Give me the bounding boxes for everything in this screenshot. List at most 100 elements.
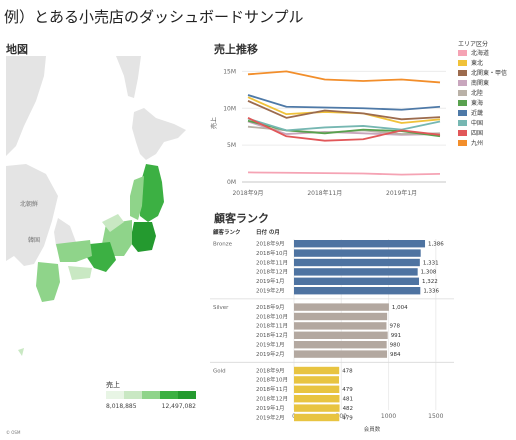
month-label: 2018年10月 — [256, 376, 288, 384]
y-tick-label: 5M — [227, 142, 236, 149]
series-line — [247, 117, 441, 142]
bar — [294, 277, 419, 285]
legend-label: 北海道 — [471, 50, 490, 57]
map-legend-bar — [106, 391, 196, 399]
bar-value-label: 479 — [342, 415, 353, 421]
bar — [294, 331, 388, 339]
map-attribution: © OSM — [6, 430, 21, 435]
map-legend-step-4 — [160, 391, 178, 399]
month-label: 2018年11月 — [256, 322, 288, 330]
month-label: 2018年10月 — [256, 312, 288, 320]
month-label: 2018年9月 — [256, 366, 285, 374]
page-title: 例）とある小売店のダッシュボードサンプル — [4, 8, 304, 26]
bar — [294, 413, 340, 422]
series-line — [247, 100, 441, 121]
month-label: 2018年11月 — [256, 385, 288, 393]
legend-item[interactable]: 東海 — [458, 99, 483, 108]
sales-chart-title: 売上推移 — [214, 43, 258, 56]
y-axis-label: 売上 — [210, 117, 218, 129]
legend-swatch — [458, 90, 467, 96]
bar — [294, 376, 340, 384]
bar-value-label: 978 — [389, 324, 400, 330]
month-label: 2019年1月 — [256, 341, 285, 349]
legend-swatch — [458, 120, 467, 126]
legend-label: 東海 — [471, 100, 484, 107]
legend-item[interactable]: 東北 — [458, 59, 483, 68]
legend-swatch — [458, 100, 467, 106]
map-okinawa — [18, 348, 24, 356]
series-line — [247, 117, 441, 132]
bar — [294, 350, 388, 358]
legend-swatch — [458, 140, 467, 146]
legend-item[interactable]: 北海道 — [458, 49, 489, 58]
legend-item[interactable]: 近畿 — [458, 109, 483, 118]
map-tohoku — [140, 164, 164, 222]
legend-item[interactable]: 四国 — [458, 129, 483, 138]
group-label: Bronze — [213, 242, 233, 248]
map-tohoku-west — [130, 176, 144, 220]
x-tick-label: 2019年1月 — [386, 189, 417, 197]
bar-value-label: 1,386 — [428, 242, 444, 248]
month-label: 2018年9月 — [256, 240, 285, 248]
sales-legend-title: エリア区分 — [458, 41, 489, 48]
legend-swatch — [458, 50, 467, 56]
x-axis-label: 会員数 — [364, 425, 381, 433]
legend-label: 中国 — [471, 120, 484, 127]
legend-item[interactable]: 南関東 — [458, 79, 489, 88]
japan-map[interactable]: 北朝鮮 韓国 — [6, 56, 202, 374]
legend-item[interactable]: 北関東・甲信 — [458, 69, 507, 78]
map-legend-min: 8,018,885 — [106, 403, 137, 410]
legend-label: 北陸 — [471, 90, 484, 97]
month-label: 2018年10月 — [256, 249, 288, 257]
y-tick-label: 10M — [223, 105, 236, 112]
map-label-north-korea: 北朝鮮 — [20, 200, 38, 208]
bar — [294, 268, 418, 276]
rank-chart-title: 顧客ランク — [214, 212, 269, 225]
bar — [294, 312, 388, 321]
col-header-rank: 顧客ランク — [213, 228, 241, 236]
map-hokkaido — [132, 108, 186, 160]
x-tick-label: 2018年11月 — [307, 189, 342, 197]
legend-label: 四国 — [471, 130, 484, 137]
series-line — [247, 171, 441, 176]
series-line — [247, 94, 441, 111]
bar-value-label: 991 — [391, 333, 402, 339]
bar — [294, 249, 421, 257]
legend-swatch — [458, 130, 467, 136]
legend-swatch — [458, 60, 467, 66]
legend-item[interactable]: 九州 — [458, 139, 483, 148]
map-russia-coast — [6, 56, 46, 156]
bar — [294, 385, 340, 393]
map-shikoku — [68, 266, 92, 280]
legend-label: 九州 — [471, 140, 484, 147]
month-label: 2018年12月 — [256, 268, 288, 276]
legend-item[interactable]: 中国 — [458, 119, 483, 128]
map-kanto — [130, 222, 156, 252]
bar — [294, 404, 340, 412]
series-line — [247, 70, 441, 84]
map-legend-title: 売上 — [106, 381, 120, 389]
map-russia-land — [116, 56, 141, 98]
map-title: 地図 — [6, 43, 28, 56]
sales-line-chart[interactable]: 0M 5M 10M 15M 売上 2018年9月 2018年11月 2019年1月 — [208, 56, 454, 206]
x-tick-label: 1500 — [428, 413, 443, 420]
bar-value-label: 478 — [342, 368, 353, 374]
legend-item[interactable]: 北陸 — [458, 89, 483, 98]
bar-value-label: 482 — [343, 406, 354, 412]
map-chugoku — [56, 240, 92, 262]
map-legend-max: 12,497,082 — [161, 403, 196, 410]
x-tick-label: 2018年9月 — [232, 189, 263, 197]
map-kinki — [86, 242, 116, 272]
map-legend-step-5 — [178, 391, 196, 399]
bar — [294, 258, 420, 267]
legend-label: 東北 — [471, 60, 484, 67]
group-label: Silver — [213, 305, 229, 311]
legend-label: 近畿 — [471, 110, 484, 117]
bar-value-label: 481 — [342, 397, 353, 403]
x-tick-label: 500 — [336, 413, 348, 420]
bar-value-label: 980 — [390, 343, 401, 349]
bar — [294, 287, 421, 295]
bar — [294, 322, 387, 330]
bar — [294, 240, 426, 248]
